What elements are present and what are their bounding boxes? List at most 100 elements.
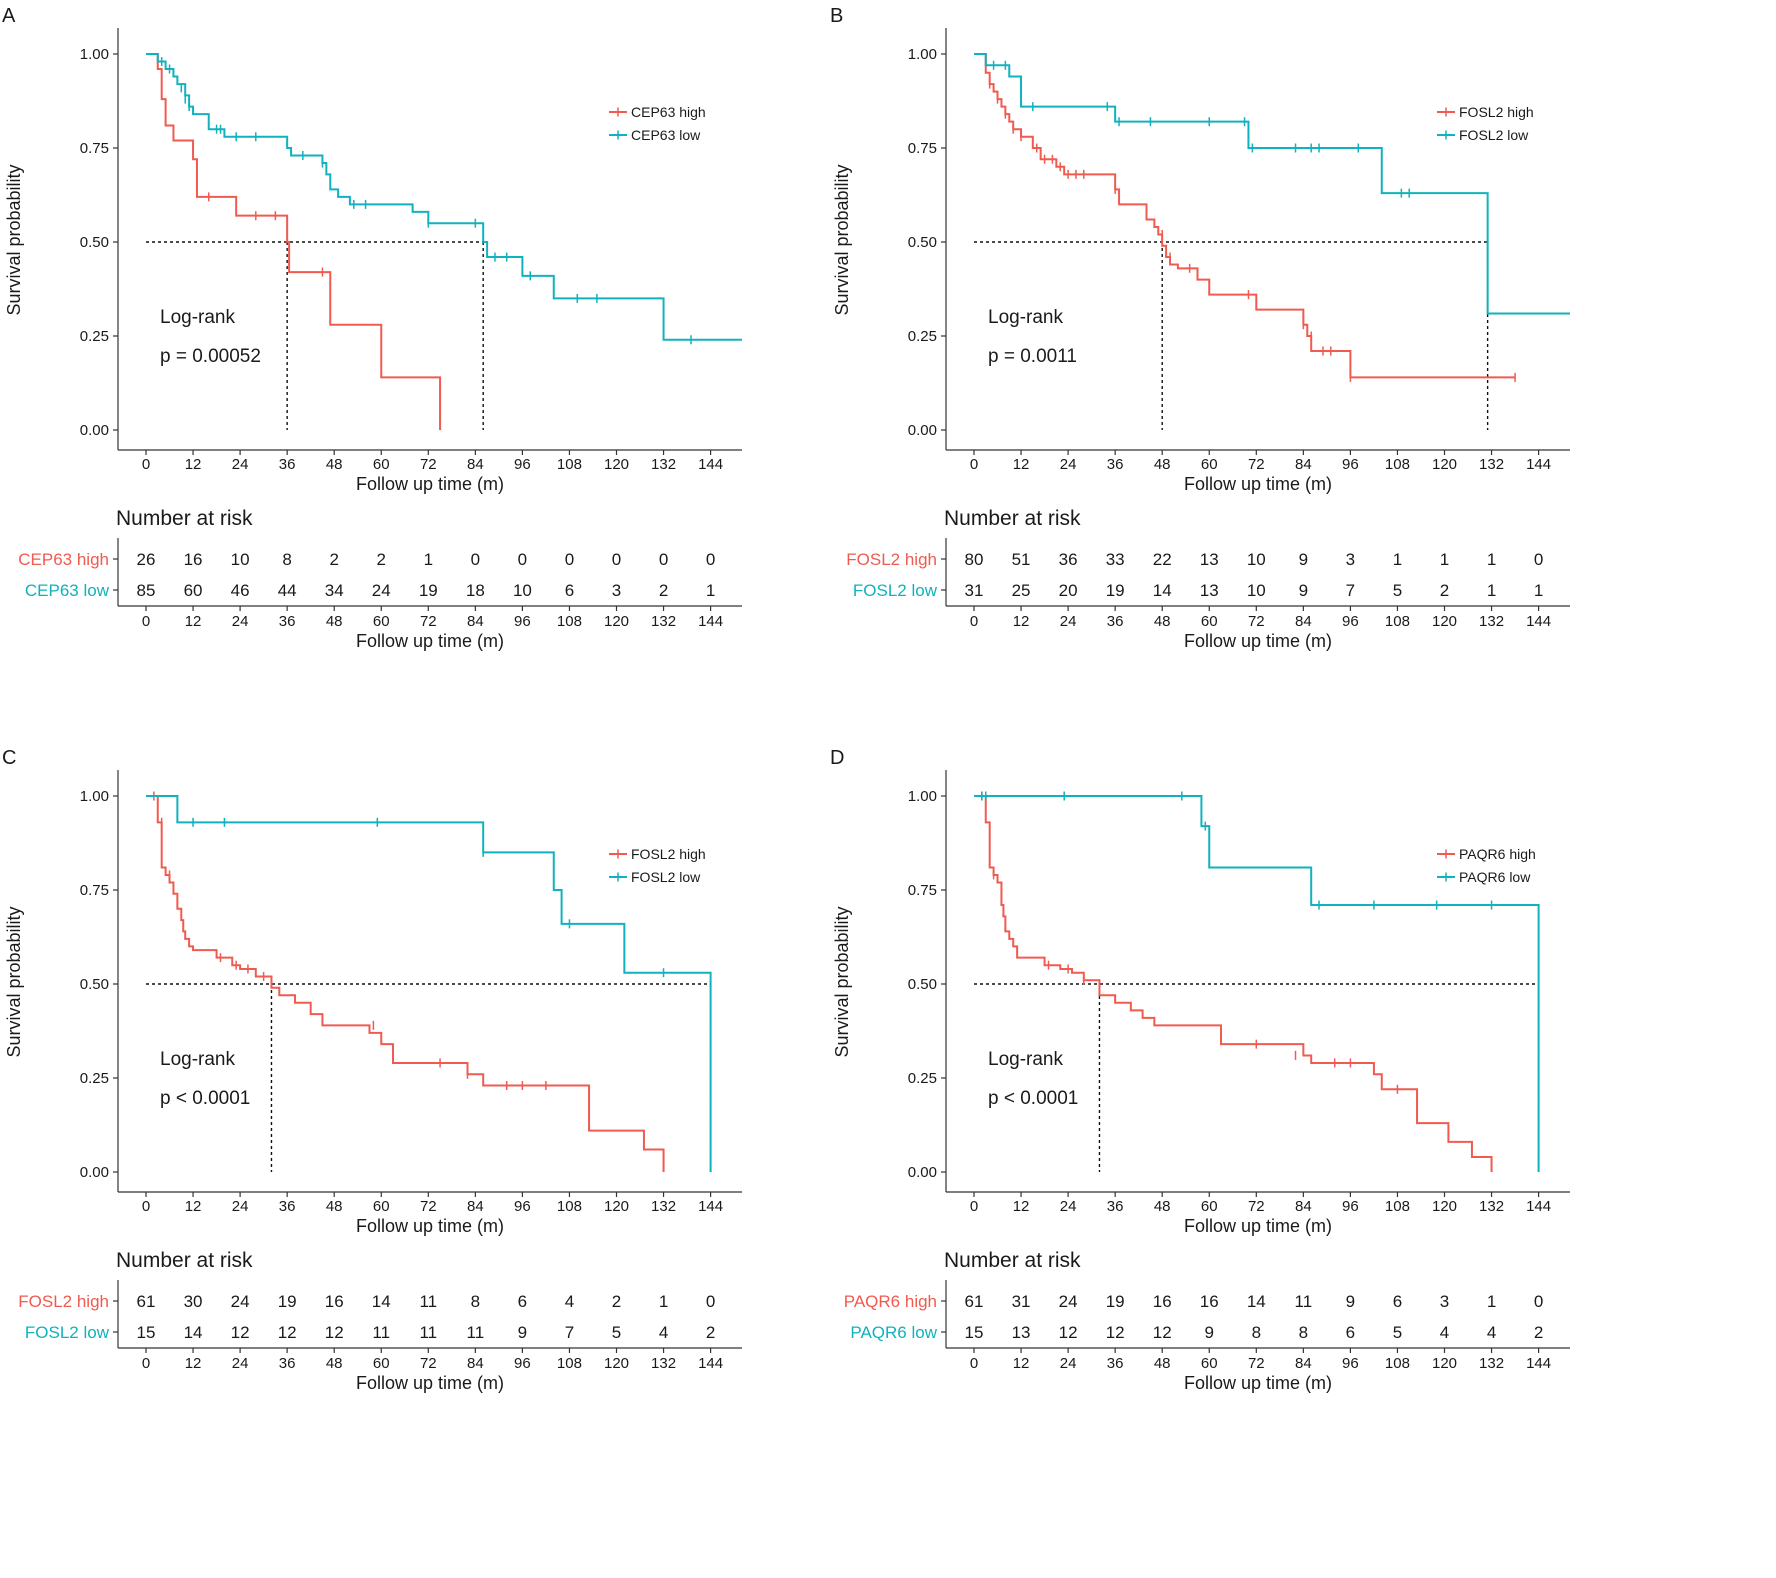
risk-x-tick-label: 12 [185, 1355, 202, 1372]
x-tick-label: 108 [557, 456, 582, 473]
x-tick-label: 0 [142, 456, 150, 473]
risk-x-tick-label: 48 [326, 613, 343, 630]
risk-x-tick-label: 60 [1201, 613, 1218, 630]
risk-count: 61 [137, 1292, 156, 1311]
x-tick-label: 120 [604, 456, 629, 473]
risk-count: 1 [659, 1292, 668, 1311]
risk-count: 24 [231, 1292, 250, 1311]
y-tick-label: 0.75 [80, 882, 109, 899]
x-tick-label: 132 [1479, 1198, 1504, 1215]
panel-a: A0.000.250.500.751.000 12 24 36 48 60 72 84 96 10… [2, 5, 742, 651]
risk-count: 24 [1059, 1292, 1078, 1311]
risk-x-tick-label: 60 [373, 613, 390, 630]
risk-x-tick-label: 132 [651, 1355, 676, 1372]
x-tick-label: 12 [1013, 456, 1030, 473]
x-tick-label: 96 [1342, 1198, 1359, 1215]
panel-d: D0.000.250.500.751.000 12 24 36 48 60 72 84 96 10… [830, 747, 1570, 1393]
risk-count: 2 [612, 1292, 621, 1311]
risk-count: 30 [184, 1292, 203, 1311]
risk-count: 14 [1247, 1292, 1266, 1311]
risk-count: 9 [518, 1323, 527, 1342]
risk-x-tick-label: 72 [420, 1355, 437, 1372]
risk-x-tick-label: 48 [1154, 613, 1171, 630]
x-tick-label: 132 [651, 456, 676, 473]
risk-count: 4 [565, 1292, 574, 1311]
risk-x-tick-label: 108 [1385, 1355, 1410, 1372]
risk-row-label-low: PAQR6 low [850, 1323, 937, 1342]
x-tick-label: 132 [1479, 456, 1504, 473]
risk-count: 14 [1153, 581, 1172, 600]
y-tick-label: 0.50 [80, 976, 109, 993]
risk-row-label-low: FOSL2 low [25, 1323, 110, 1342]
risk-count: 2 [377, 550, 386, 569]
risk-count: 3 [1440, 1292, 1449, 1311]
risk-count: 0 [1534, 1292, 1543, 1311]
risk-x-tick-label: 36 [279, 613, 296, 630]
risk-count: 7 [565, 1323, 574, 1342]
risk-x-tick-label: 108 [557, 1355, 582, 1372]
risk-count: 10 [231, 550, 250, 569]
survival-curve-high [974, 53, 1516, 379]
risk-x-tick-label: 72 [1248, 613, 1265, 630]
x-tick-label: 108 [557, 1198, 582, 1215]
risk-count: 12 [278, 1323, 297, 1342]
x-tick-label: 36 [1107, 456, 1124, 473]
risk-count: 12 [1153, 1323, 1172, 1342]
y-tick-label: 1.00 [80, 46, 109, 63]
legend-label-low: PAQR6 low [1459, 869, 1531, 885]
panel-letter: C [2, 747, 16, 769]
risk-count: 12 [1106, 1323, 1125, 1342]
legend-label-high: FOSL2 high [1459, 104, 1534, 120]
y-axis-title: Survival probability [832, 164, 852, 315]
risk-count: 9 [1205, 1323, 1214, 1342]
risk-x-tick-label: 24 [1060, 1355, 1077, 1372]
risk-count: 8 [1299, 1323, 1308, 1342]
risk-count: 85 [137, 581, 156, 600]
risk-count: 14 [184, 1323, 203, 1342]
survival-curve-low [974, 795, 1540, 1172]
risk-count: 1 [1393, 550, 1402, 569]
risk-count: 0 [518, 550, 527, 569]
x-tick-label: 12 [1013, 1198, 1030, 1215]
risk-count: 24 [372, 581, 391, 600]
risk-x-tick-label: 0 [142, 1355, 150, 1372]
risk-count: 2 [659, 581, 668, 600]
risk-count: 6 [1393, 1292, 1402, 1311]
risk-x-axis-title: Follow up time (m) [356, 631, 504, 651]
risk-x-axis-title: Follow up time (m) [1184, 1373, 1332, 1393]
x-tick-label: 120 [1432, 1198, 1457, 1215]
panel-b: B0.000.250.500.751.000 12 24 36 48 60 72 84 96 10… [830, 5, 1570, 651]
risk-count: 4 [1440, 1323, 1449, 1342]
risk-count: 44 [278, 581, 297, 600]
legend-label-low: CEP63 low [631, 127, 701, 143]
risk-count: 2 [1440, 581, 1449, 600]
legend-label-high: FOSL2 high [631, 846, 706, 862]
risk-row-label-low: CEP63 low [25, 581, 110, 600]
risk-x-tick-label: 36 [279, 1355, 296, 1372]
y-tick-label: 0.25 [80, 328, 109, 345]
risk-count: 1 [424, 550, 433, 569]
risk-x-tick-label: 48 [1154, 1355, 1171, 1372]
risk-count: 4 [659, 1323, 668, 1342]
x-tick-label: 60 [1201, 1198, 1218, 1215]
risk-x-tick-label: 84 [1295, 613, 1312, 630]
risk-count: 9 [1299, 550, 1308, 569]
risk-count: 15 [137, 1323, 156, 1342]
x-tick-label: 24 [232, 1198, 249, 1215]
x-tick-label: 120 [1432, 456, 1457, 473]
risk-x-tick-label: 72 [1248, 1355, 1265, 1372]
risk-count: 19 [419, 581, 438, 600]
y-axis-title: Survival probability [4, 164, 24, 315]
x-tick-label: 84 [1295, 456, 1312, 473]
risk-count: 0 [659, 550, 668, 569]
risk-count: 1 [1487, 1292, 1496, 1311]
risk-table-title: Number at risk [116, 507, 253, 530]
x-tick-label: 60 [373, 456, 390, 473]
risk-count: 11 [467, 1323, 485, 1342]
risk-count: 12 [1059, 1323, 1078, 1342]
risk-x-tick-label: 144 [698, 1355, 723, 1372]
logrank-label: Log-rank [160, 1049, 235, 1070]
survival-curve-high [146, 795, 665, 1172]
panel-letter: D [830, 747, 844, 769]
